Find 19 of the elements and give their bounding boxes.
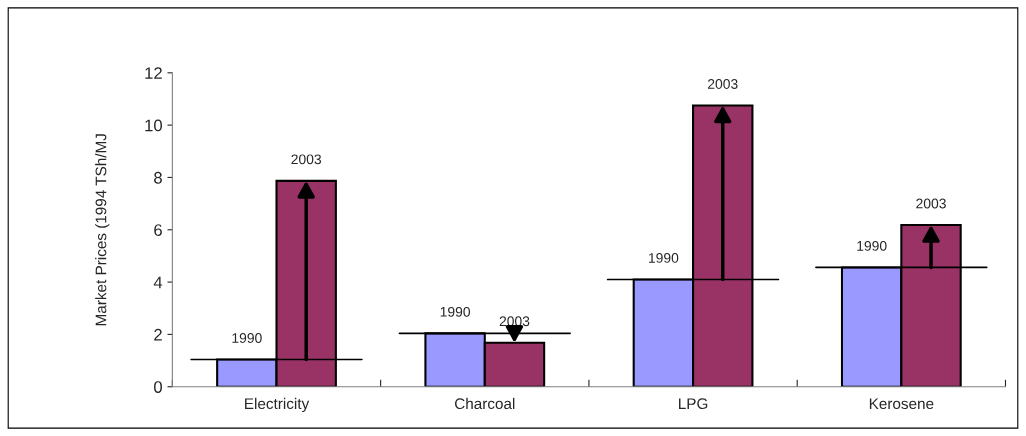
x-tick-label: Electricity [245, 397, 310, 413]
x-tick-label: Kerosene [869, 398, 934, 410]
y-tick-label: 12 [145, 67, 162, 79]
text: 1990 [232, 333, 262, 343]
x-tick-label: Charcoal [454, 397, 515, 410]
y-tick-label: 10 [145, 119, 162, 132]
text: 1990 [649, 253, 679, 263]
text: 1990 [440, 306, 471, 317]
x-tick-label: LPG [679, 398, 708, 410]
series-label: 2003 [291, 154, 322, 165]
text: 2003 [916, 198, 946, 209]
y-tick-label: 0 [154, 381, 162, 393]
series-label: 1990 [857, 240, 887, 251]
y-tick-label: 2 [154, 328, 162, 341]
text: 2003 [707, 79, 738, 89]
y-tick-label: 8 [154, 171, 162, 184]
y-tick-label: 4 [153, 276, 163, 289]
y-tick-label: 6 [154, 224, 162, 236]
y-axis-title: Market Prices (1994 TSh/MJ [95, 134, 110, 326]
